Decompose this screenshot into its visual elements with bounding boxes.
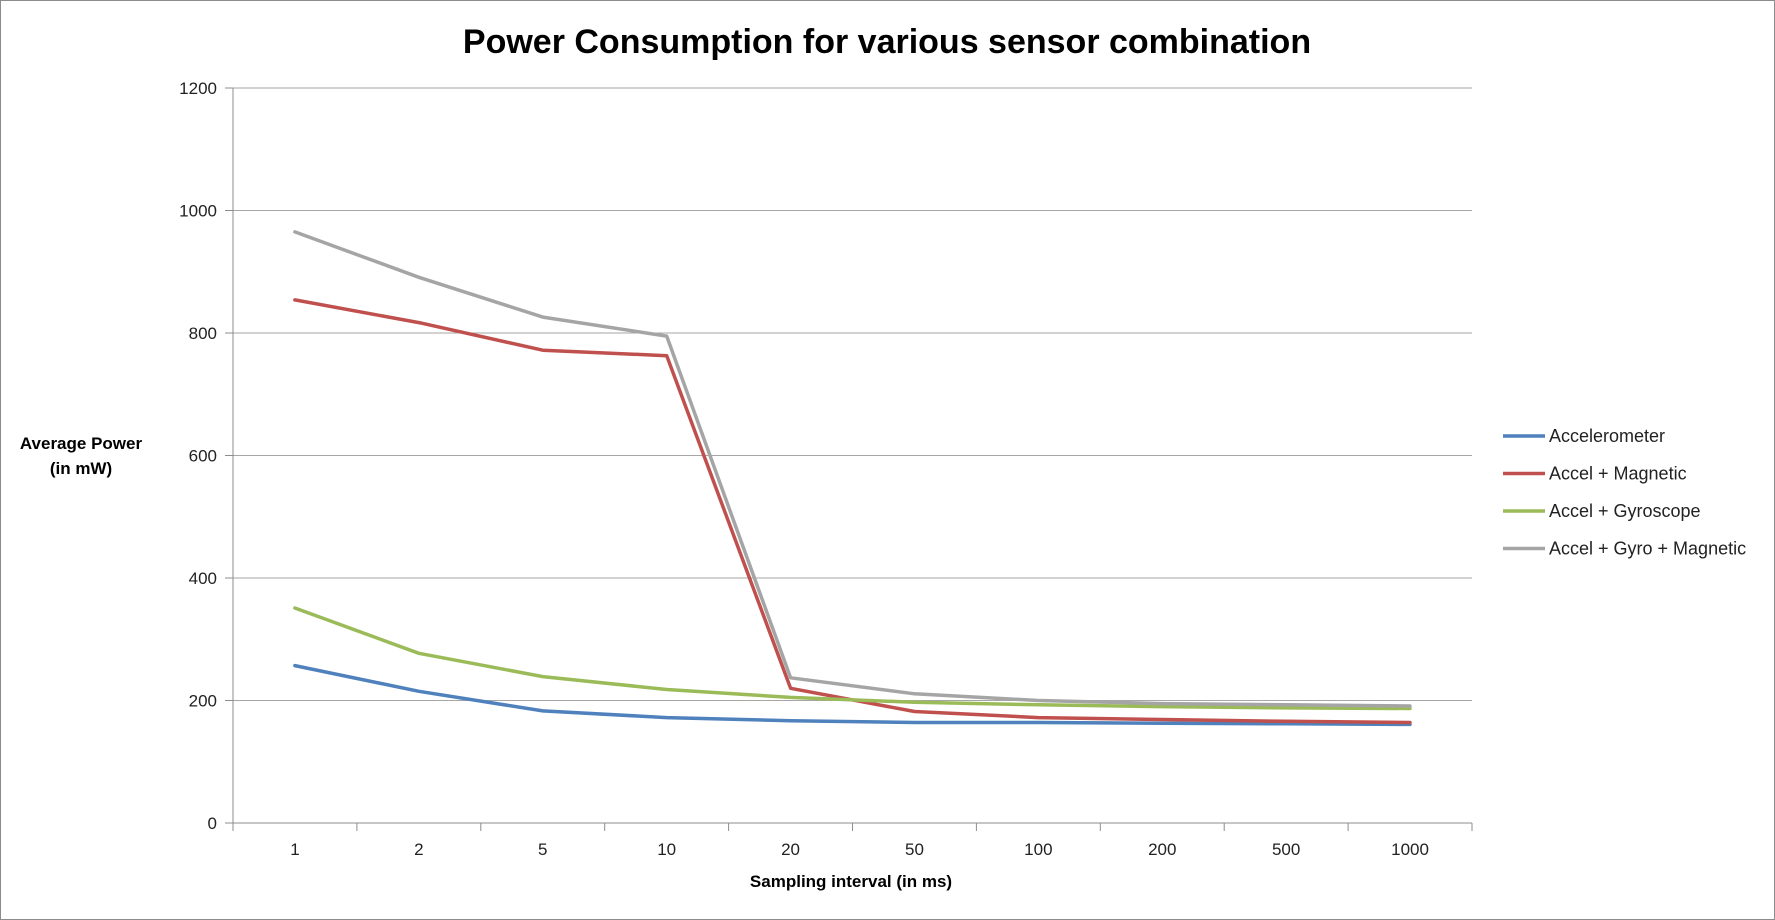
legend-entry: Accel + Gyroscope xyxy=(1549,501,1701,521)
x-tick-label: 50 xyxy=(905,840,924,859)
y-tick-label: 1000 xyxy=(179,202,217,221)
axes: 0 200 400 600 800 1000 1200 1 2 5 10 20 50 100 200 500 1… xyxy=(179,79,1473,859)
y-tick-label: 600 xyxy=(189,447,217,466)
series-line-3 xyxy=(293,230,1412,708)
y-tick-label: 200 xyxy=(189,692,217,711)
y-axis-label-line-2: (in mW) xyxy=(50,459,112,478)
x-tick-label: 500 xyxy=(1272,840,1300,859)
legend-entry: Accel + Gyro + Magnetic xyxy=(1549,539,1746,559)
legend-entry: Accelerometer xyxy=(1549,426,1665,446)
legend-entry: Accel + Magnetic xyxy=(1549,464,1687,484)
y-tick-label: 0 xyxy=(208,814,217,833)
y-axis-label-line-1: Average Power xyxy=(20,434,143,453)
x-tick-label: 1 xyxy=(290,840,299,859)
x-tick-label: 5 xyxy=(538,840,547,859)
x-axis-label: Sampling interval (in ms) xyxy=(750,872,952,891)
gridlines xyxy=(233,87,1472,701)
x-tick-label: 1000 xyxy=(1391,840,1429,859)
series-line-2 xyxy=(293,606,1412,711)
y-tick-label: 400 xyxy=(189,569,217,588)
x-tick-label: 200 xyxy=(1148,840,1176,859)
chart-title: Power Consumption for various sensor com… xyxy=(463,23,1311,61)
series-line-0 xyxy=(293,663,1412,727)
series-lines xyxy=(293,230,1412,727)
x-tick-label: 10 xyxy=(657,840,676,859)
x-tick-label: 20 xyxy=(781,840,800,859)
y-tick-label: 800 xyxy=(189,324,217,343)
x-tick-label: 100 xyxy=(1024,840,1052,859)
y-tick-label: 1200 xyxy=(179,79,217,98)
series-line-1 xyxy=(293,298,1412,725)
x-tick-label: 2 xyxy=(414,840,423,859)
legend: Accelerometer Accel + Magnetic Accel + Gyr… xyxy=(1503,426,1746,559)
